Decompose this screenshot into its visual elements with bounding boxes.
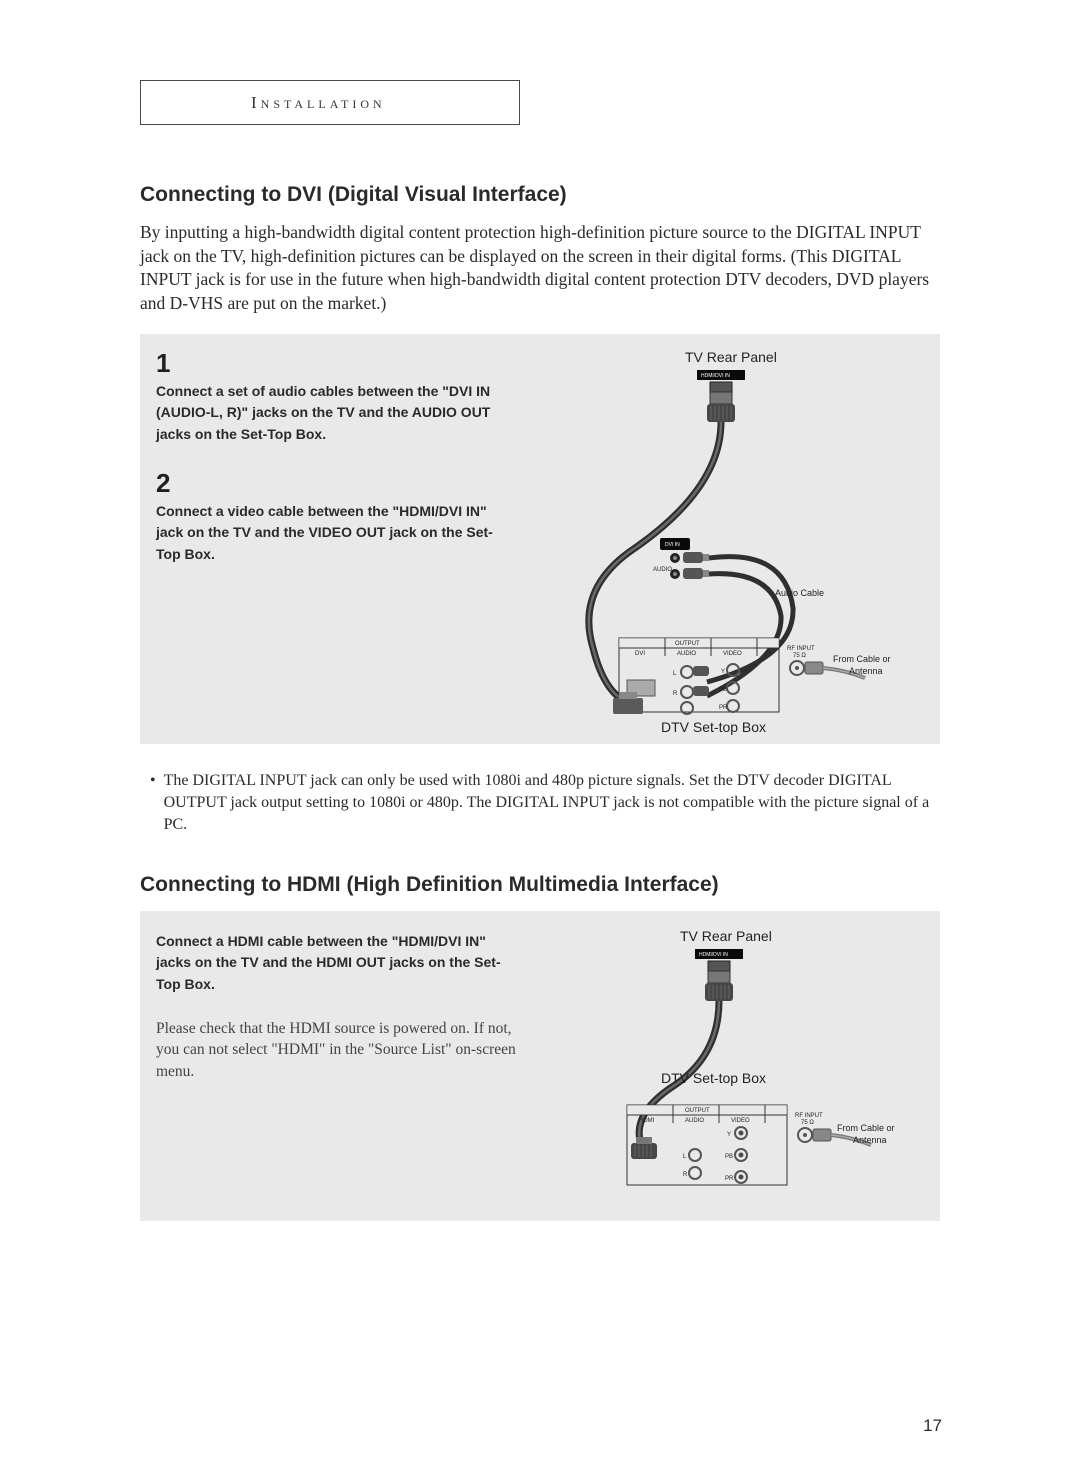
step-number: 2 <box>156 468 516 499</box>
hdmi-socket <box>710 382 732 392</box>
svg-text:PR: PR <box>725 1176 734 1182</box>
dtv-box-label: DTV Set-top Box <box>661 1070 766 1086</box>
page-number: 17 <box>923 1416 942 1436</box>
col-hdmi: HDMI <box>639 1118 655 1124</box>
box-audio-jack <box>681 666 693 678</box>
dvi-bullet: • The DIGITAL INPUT jack can only be use… <box>150 770 940 837</box>
dtv-box-label: DTV Set-top Box <box>661 719 766 735</box>
svg-text:PB: PB <box>725 1154 733 1160</box>
section-tab-text: Installation <box>251 93 386 113</box>
col-video: VIDEO <box>731 1118 750 1124</box>
audio-plug <box>683 568 709 579</box>
step-number: 1 <box>156 348 516 379</box>
col-video: VIDEO <box>723 651 742 657</box>
antenna-label: Antenna <box>849 666 883 676</box>
box-video-jack <box>727 700 739 712</box>
dvi-in-label: DVI IN <box>665 542 680 548</box>
col-dvi: DVI <box>635 651 645 657</box>
antenna-label: Antenna <box>853 1135 887 1145</box>
svg-text:R: R <box>683 1172 688 1178</box>
hdmi-note: Please check that the HDMI source is pow… <box>156 1018 516 1083</box>
bullet-text: The DIGITAL INPUT jack can only be used … <box>164 770 940 837</box>
step-text: Connect a video cable between the "HDMI/… <box>156 501 516 566</box>
hdmi-plug <box>707 392 735 422</box>
audio-plug <box>683 552 709 563</box>
hdmi-steps: Connect a HDMI cable between the "HDMI/D… <box>156 925 516 1205</box>
svg-text:PR: PR <box>719 705 728 711</box>
step-text: Connect a set of audio cables between th… <box>156 381 516 446</box>
dvi-diagram-box: 1 Connect a set of audio cables between … <box>140 334 940 744</box>
dvi-heading: Connecting to DVI (Digital Visual Interf… <box>140 183 940 207</box>
hdmi-plug <box>705 971 733 1001</box>
hdmi-wiring-diagram: TV Rear Panel HDMI/DVI IN <box>535 925 915 1215</box>
rf-ohm-label: 75 Ω <box>793 653 806 659</box>
svg-text:L: L <box>673 671 677 677</box>
col-audio: AUDIO <box>677 651 696 657</box>
rf-ohm-label: 75 Ω <box>801 1120 814 1126</box>
dvi-wiring-diagram: TV Rear Panel HDMI/DVI IN <box>535 348 915 738</box>
audio-cable-label: Audio Cable <box>775 588 824 598</box>
output-label: OUTPUT <box>675 641 700 647</box>
dvi-intro: By inputting a high-bandwidth digital co… <box>140 221 940 316</box>
box-audio-jack <box>689 1167 701 1179</box>
rf-input-label: RF INPUT <box>795 1113 823 1119</box>
box-audio-plug <box>693 666 709 676</box>
manual-page: Installation Connecting to DVI (Digital … <box>0 0 1080 1482</box>
step-text: Connect a HDMI cable between the "HDMI/D… <box>156 931 516 996</box>
hdmi-port-label: HDMI/DVI IN <box>701 373 730 379</box>
tv-rear-label: TV Rear Panel <box>685 349 777 365</box>
col-audio: AUDIO <box>685 1118 704 1124</box>
output-label: OUTPUT <box>685 1108 710 1114</box>
audio-small-label: AUDIO <box>653 567 672 573</box>
box-audio-jack <box>689 1149 701 1161</box>
hdmi-diagram-box: Connect a HDMI cable between the "HDMI/D… <box>140 911 940 1221</box>
box-audio-jack <box>681 686 693 698</box>
hdmi-port-label: HDMI/DVI IN <box>699 952 728 958</box>
svg-text:L: L <box>683 1154 687 1160</box>
svg-text:R: R <box>673 691 678 697</box>
box-audio-plug <box>693 686 709 696</box>
bullet-icon: • <box>150 770 156 837</box>
svg-text:Y: Y <box>727 1132 731 1138</box>
rf-input-label: RF INPUT <box>787 646 815 652</box>
hdmi-heading: Connecting to HDMI (High Definition Mult… <box>140 873 940 897</box>
hdmi-diagram: TV Rear Panel HDMI/DVI IN <box>526 925 924 1205</box>
svg-text:Y: Y <box>721 669 725 675</box>
dvi-diagram: TV Rear Panel HDMI/DVI IN <box>526 348 924 728</box>
section-tab: Installation <box>140 80 520 125</box>
from-cable-label: From Cable or <box>837 1123 895 1133</box>
tv-rear-label: TV Rear Panel <box>680 928 772 944</box>
hdmi-plug-box <box>631 1137 657 1159</box>
from-cable-label: From Cable or <box>833 654 891 664</box>
svg-text:PB: PB <box>719 687 727 693</box>
dvi-steps: 1 Connect a set of audio cables between … <box>156 348 516 728</box>
hdmi-socket <box>708 961 730 971</box>
